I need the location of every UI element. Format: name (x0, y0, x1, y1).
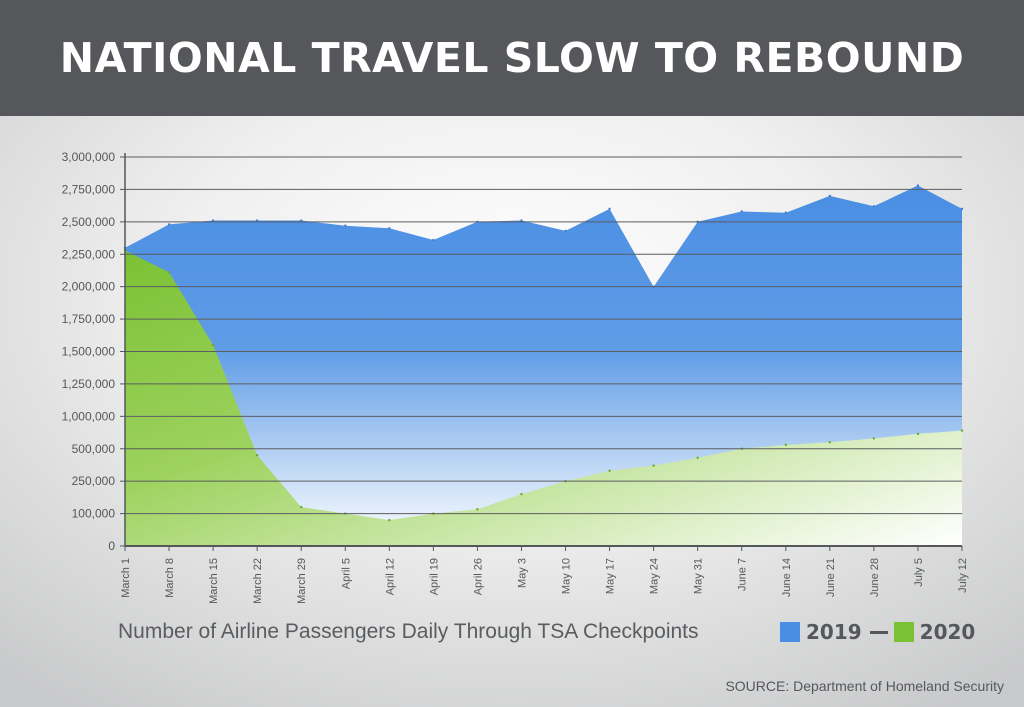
point-2019-7 (432, 238, 435, 242)
y-tick-label: 1,000,000 (62, 409, 116, 423)
area-chart: 0 100,000 250,000 500,000 1,000,000 1,250,000… (62, 150, 969, 604)
point-2019-5 (344, 224, 347, 227)
legend-dash (869, 630, 888, 634)
y-tick-label: 0 (108, 539, 115, 553)
title-banner: NATIONAL TRAVEL SLOW TO REBOUND (0, 0, 1024, 116)
legend-swatch-2019 (780, 622, 800, 642)
x-tick-label: April 12 (384, 558, 396, 595)
y-tick-label: 1,250,000 (62, 377, 116, 391)
point-2019-2 (211, 219, 215, 222)
x-tick-label: March 15 (208, 558, 220, 604)
legend-label-2020: 2020 (919, 620, 976, 644)
point-2019-17 (872, 205, 876, 208)
x-tick-label: April 26 (472, 558, 484, 595)
point-2020-15 (784, 443, 787, 447)
point-2020-13 (696, 456, 699, 460)
point-2020-1 (167, 271, 171, 274)
point-2020-19 (960, 429, 964, 432)
x-tick-label: June 14 (781, 558, 793, 597)
point-2019-1 (167, 223, 171, 226)
x-tick-label: July 5 (913, 558, 925, 587)
point-2019-18 (916, 184, 920, 187)
x-tick-label: June 28 (869, 558, 881, 597)
point-2019-19 (960, 207, 964, 211)
point-2019-11 (608, 207, 611, 211)
point-2019-3 (255, 219, 259, 222)
y-tick-label: 500,000 (72, 442, 116, 456)
x-tick-label: March 22 (252, 558, 264, 604)
point-2020-11 (608, 469, 611, 472)
point-2019-10 (564, 229, 567, 233)
point-2019-14 (740, 210, 743, 213)
y-tick-label: 100,000 (72, 507, 116, 521)
point-2020-6 (388, 518, 391, 522)
x-tick-label: April 19 (428, 558, 440, 595)
point-2020-17 (872, 437, 876, 440)
point-2020-18 (916, 432, 920, 436)
y-tick-label: 2,750,000 (62, 182, 116, 196)
x-tick-label: March 8 (164, 558, 176, 598)
chart-title: NATIONAL TRAVEL SLOW TO REBOUND (59, 34, 965, 82)
y-tick-label: 3,000,000 (62, 150, 116, 164)
x-tick-label: May 10 (561, 558, 573, 594)
point-2020-9 (520, 492, 523, 496)
x-tick-label: March 1 (120, 558, 132, 598)
point-2019-9 (520, 219, 523, 222)
point-2020-4 (300, 505, 303, 509)
y-tick-label: 2,500,000 (62, 215, 116, 229)
y-tick-label: 2,000,000 (62, 280, 116, 294)
y-tick-label: 1,750,000 (62, 312, 116, 326)
y-tick-label: 2,250,000 (62, 247, 116, 261)
chart-caption: Number of Airline Passengers Daily Throu… (118, 620, 699, 643)
y-tick-label: 1,500,000 (62, 345, 116, 359)
x-tick-label: May 31 (693, 558, 705, 594)
y-tick-label: 250,000 (72, 474, 116, 488)
point-2019-6 (388, 227, 391, 230)
point-2020-3 (255, 454, 259, 457)
point-2019-15 (784, 211, 787, 214)
area-series-2020 (125, 250, 962, 546)
x-tick-label: May 24 (649, 558, 661, 594)
x-tick-label: March 29 (296, 558, 308, 604)
point-2019-4 (300, 219, 303, 222)
point-2019-16 (828, 194, 832, 198)
source-note: SOURCE: Department of Homeland Security (725, 678, 1004, 694)
legend-label-2019: 2019 (806, 620, 862, 644)
legend: 2019 2020 (780, 618, 975, 646)
x-tick-label: May 3 (516, 558, 528, 588)
x-tick-label: July 12 (957, 558, 969, 593)
x-tick-label: June 21 (825, 558, 837, 597)
point-2020-8 (476, 508, 479, 511)
x-tick-label: April 5 (340, 558, 352, 589)
legend-swatch-2020 (893, 622, 914, 642)
point-2020-2 (211, 343, 215, 347)
x-tick-label: May 17 (605, 558, 617, 594)
point-2020-12 (652, 464, 655, 467)
x-tick-label: June 7 (737, 558, 749, 591)
point-2020-16 (828, 441, 832, 444)
